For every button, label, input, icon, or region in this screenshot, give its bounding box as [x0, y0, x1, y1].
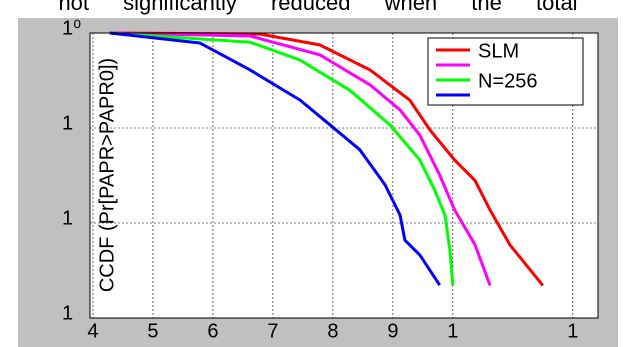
legend-label: SLM — [478, 40, 519, 62]
x-tick-label: 8 — [327, 320, 338, 342]
x-tick-label: 6 — [207, 320, 218, 342]
line-series — [109, 31, 492, 286]
y-tick-label: 1 — [62, 112, 73, 134]
line-series — [109, 31, 544, 287]
y-axis-label: CCDF (Pr[PAPR>PAPR0]) — [96, 58, 118, 292]
legend-label: N=256 — [478, 70, 538, 92]
plot-border — [89, 32, 599, 319]
lines — [109, 31, 544, 287]
caption: not significantly reduced when the total — [58, 0, 577, 15]
y-tick-label: 1 — [62, 207, 73, 229]
x-tick-label: 1 — [567, 320, 578, 342]
x-tick-label: 4 — [87, 320, 98, 342]
y-tick-label: 1⁰ — [62, 17, 81, 39]
x-tick-label: 7 — [267, 320, 278, 342]
y-tick-label: 1 — [62, 302, 73, 324]
legend: SLM N=256 — [427, 37, 584, 106]
line-series — [109, 31, 441, 286]
x-tick-label: 9 — [387, 320, 398, 342]
x-tick-label: 1 — [447, 320, 458, 342]
line-series — [109, 31, 455, 286]
x-tick-label: 5 — [147, 320, 158, 342]
